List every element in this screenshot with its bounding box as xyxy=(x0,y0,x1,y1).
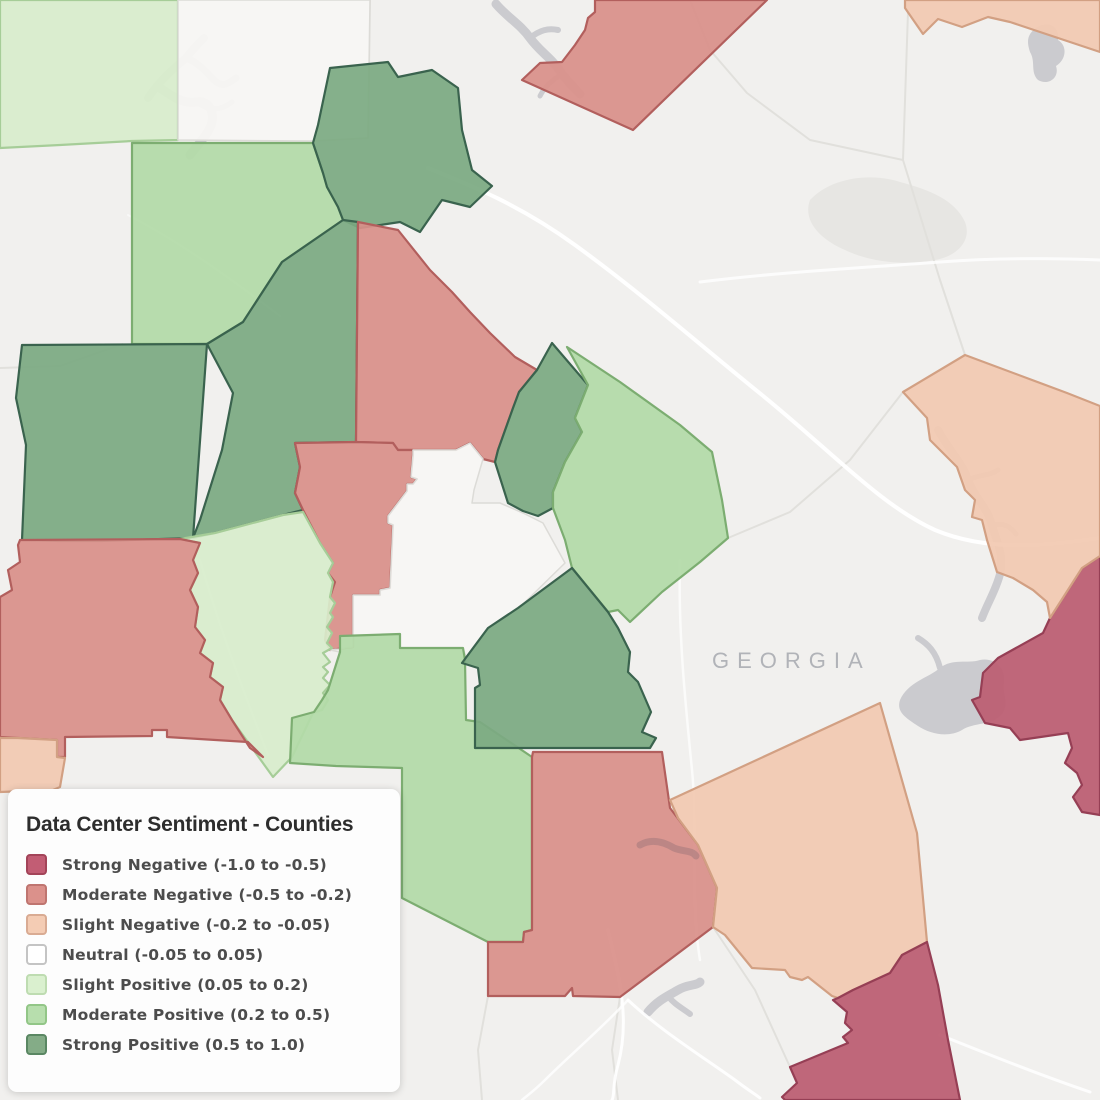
legend-swatch-slight_negative xyxy=(26,914,47,935)
road xyxy=(698,257,1100,284)
county-north-blob-green[interactable] xyxy=(311,60,494,234)
legend-item-label: Slight Positive (0.05 to 0.2) xyxy=(62,975,309,994)
legend-item-label: Moderate Negative (-0.5 to -0.2) xyxy=(62,885,353,904)
county-southwest-peach[interactable] xyxy=(0,736,67,794)
legend-swatch-slight_positive xyxy=(26,974,47,995)
county-west-red[interactable] xyxy=(0,537,265,759)
legend-item-label: Strong Positive (0.5 to 1.0) xyxy=(62,1035,306,1054)
neutral-county-border xyxy=(902,11,966,356)
legend-item: Strong Positive (0.5 to 1.0) xyxy=(26,1034,384,1055)
legend-item: Slight Positive (0.05 to 0.2) xyxy=(26,974,384,995)
legend-item-label: Slight Negative (-0.2 to -0.05) xyxy=(62,915,331,934)
county-lband-green[interactable] xyxy=(288,632,534,944)
county-northwest-corner[interactable] xyxy=(0,0,180,150)
legend-item: Neutral (-0.05 to 0.05) xyxy=(26,944,384,965)
legend-swatch-moderate_negative xyxy=(26,884,47,905)
legend-swatch-moderate_positive xyxy=(26,1004,47,1025)
legend-swatch-neutral xyxy=(26,944,47,965)
legend-swatch-strong_positive xyxy=(26,1034,47,1055)
lake xyxy=(665,993,693,1017)
road xyxy=(938,1033,1092,1094)
road xyxy=(426,166,1100,548)
lake xyxy=(1028,24,1065,83)
legend-item-label: Moderate Positive (0.2 to 0.5) xyxy=(62,1005,331,1024)
legend-items: Strong Negative (-1.0 to -0.5) Moderate N… xyxy=(26,854,384,1055)
legend-item-label: Neutral (-0.05 to 0.05) xyxy=(62,945,264,964)
lake-under-county xyxy=(636,837,700,860)
legend-item: Moderate Positive (0.2 to 0.5) xyxy=(26,1004,384,1025)
neutral-county-border xyxy=(712,926,791,1068)
lake xyxy=(899,659,1006,735)
legend-item: Strong Negative (-1.0 to -0.5) xyxy=(26,854,384,875)
neutral-county-border xyxy=(477,995,489,1100)
county-southeast-dark-red-band[interactable] xyxy=(780,940,962,1100)
county-north-red[interactable] xyxy=(520,0,769,132)
legend-item-label: Strong Negative (-1.0 to -0.5) xyxy=(62,855,327,874)
road xyxy=(626,998,762,1100)
neutral-county-border xyxy=(727,391,904,539)
legend-item: Slight Negative (-0.2 to -0.05) xyxy=(26,914,384,935)
road xyxy=(520,998,630,1100)
county-east-light-green[interactable] xyxy=(551,345,730,624)
lake xyxy=(643,977,705,1017)
lake xyxy=(915,635,943,671)
lake xyxy=(527,26,561,41)
legend-swatch-strong_negative xyxy=(26,854,47,875)
legend-item: Moderate Negative (-0.5 to -0.2) xyxy=(26,884,384,905)
county-south-pentagon-green[interactable] xyxy=(460,566,658,750)
county-northeast-peach[interactable] xyxy=(903,0,1100,54)
county-east-peach[interactable] xyxy=(901,353,1100,620)
neutral-county-border xyxy=(611,996,621,1100)
county-east-dark-red[interactable] xyxy=(970,554,1100,817)
county-west-green[interactable] xyxy=(14,342,209,543)
state-label: GEORGIA xyxy=(712,648,871,673)
legend-panel: Data Center Sentiment - Counties Strong … xyxy=(8,789,400,1092)
legend-title: Data Center Sentiment - Counties xyxy=(26,813,354,836)
